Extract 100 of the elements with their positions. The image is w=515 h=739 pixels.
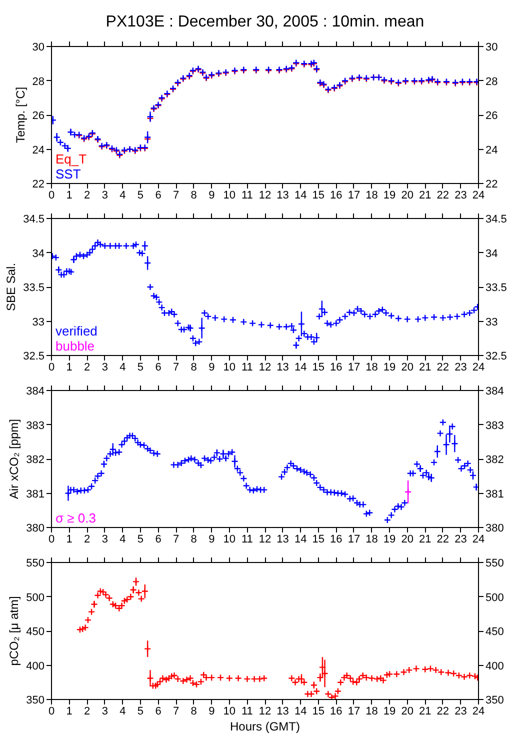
x-tick-label: 24 bbox=[472, 534, 485, 546]
x-tick-label: 17 bbox=[348, 534, 360, 546]
x-tick-label: 14 bbox=[294, 706, 307, 718]
x-tick-label: 21 bbox=[419, 706, 432, 718]
x-tick-label: 6 bbox=[155, 534, 162, 546]
x-tick-label: 20 bbox=[401, 190, 414, 202]
y-tick-label: 382 bbox=[26, 454, 45, 466]
y-tick-label: 450 bbox=[26, 626, 45, 638]
y-tick-label: 350 bbox=[26, 694, 45, 706]
y2-tick-label: 33 bbox=[486, 316, 498, 328]
x-tick-label: 20 bbox=[401, 534, 414, 546]
x-tick-label: 7 bbox=[172, 534, 180, 546]
x-tick-label: 7 bbox=[172, 362, 180, 374]
x-tick-label: 14 bbox=[294, 362, 307, 374]
x-tick-label: 11 bbox=[242, 362, 253, 374]
x-tick-label: 23 bbox=[454, 190, 467, 202]
x-tick-label: 13 bbox=[276, 534, 289, 546]
x-tick-label: 9 bbox=[208, 190, 215, 202]
x-tick-label: 2 bbox=[84, 190, 90, 202]
x-tick-label: 13 bbox=[276, 190, 289, 202]
x-tick-label: 11 bbox=[242, 190, 253, 202]
y2-tick-label: 500 bbox=[486, 592, 504, 604]
x-tick-label: 4 bbox=[120, 190, 126, 202]
x-tick-label: 11 bbox=[242, 534, 253, 546]
x-tick-label: 3 bbox=[102, 190, 108, 202]
x-tick-label: 5 bbox=[137, 534, 144, 546]
y2-tick-label: 33.5 bbox=[486, 282, 507, 294]
x-tick-label: 5 bbox=[137, 190, 144, 202]
y-tick-label: 384 bbox=[26, 386, 45, 398]
x-tick-label: 9 bbox=[208, 706, 215, 718]
x-tick-label: 10 bbox=[223, 362, 236, 374]
y-tick-label: 33.5 bbox=[23, 282, 45, 294]
x-tick-label: 22 bbox=[436, 706, 450, 718]
y-axis-title: SBE Sal. bbox=[4, 262, 18, 312]
y2-tick-label: 32.5 bbox=[486, 350, 507, 362]
x-tick-label: 17 bbox=[348, 362, 360, 374]
y-axis-title: pCO₂ [μ atm] bbox=[7, 596, 22, 666]
x-tick-label: 6 bbox=[155, 362, 162, 374]
x-tick-label: 19 bbox=[383, 534, 396, 546]
x-tick-label: 8 bbox=[190, 706, 197, 718]
x-tick-label: 9 bbox=[208, 362, 215, 374]
x-tick-label: 2 bbox=[84, 534, 90, 546]
x-tick-label: 15 bbox=[312, 534, 325, 546]
y2-tick-label: 34.5 bbox=[486, 214, 507, 226]
x-tick-label: 2 bbox=[84, 362, 90, 374]
y2-tick-label: 384 bbox=[486, 386, 504, 398]
x-tick-label: 15 bbox=[312, 362, 325, 374]
x-tick-label: 23 bbox=[454, 706, 467, 718]
y2-tick-label: 450 bbox=[486, 626, 504, 638]
y-tick-label: 28 bbox=[32, 76, 45, 88]
x-tick-label: 10 bbox=[223, 534, 236, 546]
x-tick-label: 17 bbox=[348, 706, 360, 718]
x-tick-label: 7 bbox=[172, 706, 180, 718]
y-tick-label: 26 bbox=[32, 110, 45, 122]
x-tick-label: 6 bbox=[155, 190, 162, 202]
x-tick-label: 0 bbox=[48, 706, 55, 718]
x-tick-label: 7 bbox=[172, 190, 180, 202]
x-tick-label: 22 bbox=[436, 362, 450, 374]
y-tick-label: 34 bbox=[32, 248, 45, 260]
x-tick-label: 1 bbox=[66, 362, 72, 374]
x-tick-label: 22 bbox=[436, 534, 450, 546]
x-tick-label: 19 bbox=[383, 362, 396, 374]
x-tick-label: 16 bbox=[330, 706, 342, 718]
x-tick-label: 0 bbox=[48, 534, 55, 546]
y2-tick-label: 400 bbox=[486, 660, 504, 672]
y-tick-label: 24 bbox=[32, 144, 45, 156]
y2-tick-label: 28 bbox=[486, 76, 498, 88]
x-tick-label: 13 bbox=[276, 706, 289, 718]
x-tick-label: 3 bbox=[102, 534, 108, 546]
y-tick-label: 500 bbox=[26, 592, 45, 604]
x-tick-label: 21 bbox=[419, 534, 432, 546]
x-tick-label: 4 bbox=[120, 534, 126, 546]
x-tick-label: 15 bbox=[312, 706, 325, 718]
y-tick-label: 400 bbox=[26, 660, 45, 672]
x-tick-label: 11 bbox=[242, 706, 253, 718]
x-tick-label: 12 bbox=[258, 190, 272, 202]
x-tick-label: 16 bbox=[330, 190, 342, 202]
x-tick-label: 18 bbox=[366, 190, 378, 202]
y2-tick-label: 383 bbox=[486, 420, 504, 432]
x-tick-label: 15 bbox=[312, 190, 325, 202]
y-tick-label: 30 bbox=[32, 42, 45, 54]
y-axis-title: Air xCO₂ [ppm] bbox=[7, 418, 22, 499]
y2-tick-label: 30 bbox=[486, 42, 498, 54]
x-tick-label: 5 bbox=[137, 706, 144, 718]
y2-tick-label: 22 bbox=[486, 178, 498, 190]
x-tick-label: 1 bbox=[66, 534, 72, 546]
x-tick-label: 4 bbox=[120, 362, 126, 374]
x-tick-label: 17 bbox=[348, 190, 360, 202]
x-tick-label: 12 bbox=[258, 706, 272, 718]
x-tick-label: 23 bbox=[454, 534, 467, 546]
legend-label: bubble bbox=[56, 338, 95, 354]
x-tick-label: 20 bbox=[401, 362, 414, 374]
y-tick-label: 550 bbox=[26, 558, 45, 570]
x-tick-label: 19 bbox=[383, 190, 396, 202]
x-tick-label: 8 bbox=[190, 534, 197, 546]
y-axis-title: Temp. [°C] bbox=[13, 86, 28, 144]
y-tick-label: 34.5 bbox=[23, 214, 45, 226]
x-tick-label: 24 bbox=[472, 362, 485, 374]
y2-tick-label: 550 bbox=[486, 558, 504, 570]
x-tick-label: 8 bbox=[190, 190, 197, 202]
